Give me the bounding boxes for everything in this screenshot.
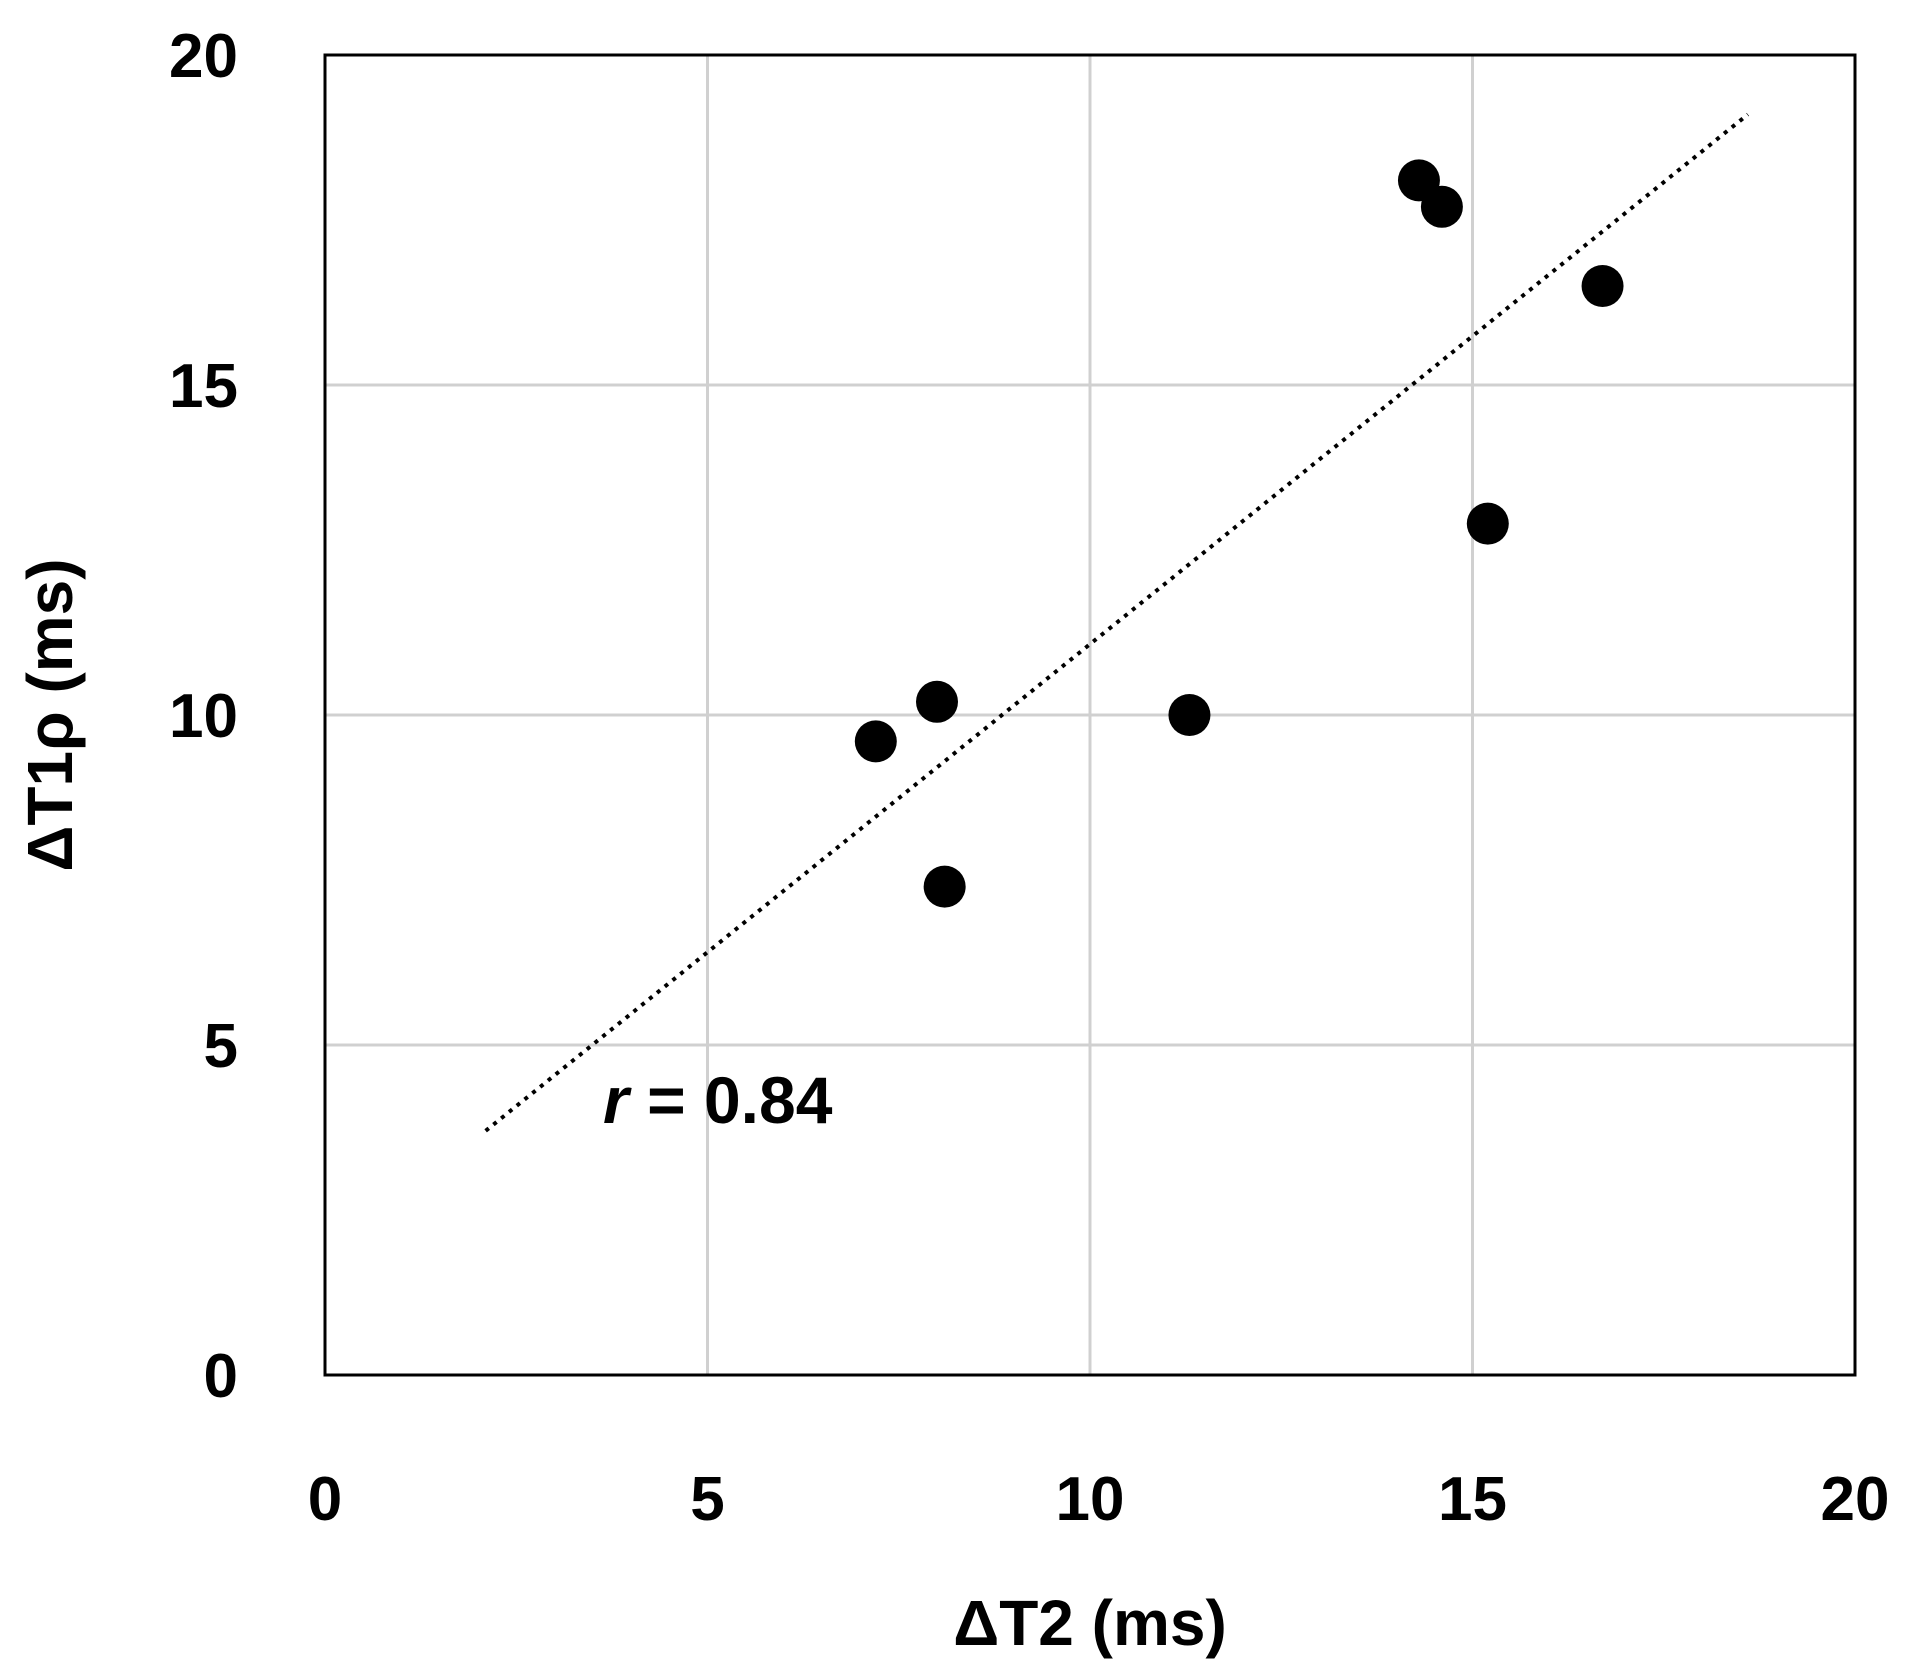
x-tick-label: 20 <box>1821 1465 1890 1534</box>
x-tick-label: 10 <box>1056 1465 1125 1534</box>
y-tick-label: 5 <box>204 1012 238 1081</box>
trendline <box>484 112 1750 1133</box>
y-tick-label: 0 <box>204 1342 238 1411</box>
y-tick-label: 15 <box>169 352 238 421</box>
x-tick-label: 0 <box>308 1465 342 1534</box>
y-tick-label: 10 <box>169 682 238 751</box>
data-points <box>854 159 1624 908</box>
x-tick-label: 15 <box>1438 1465 1507 1534</box>
correlation-annotation: r = 0.84 <box>603 1063 833 1137</box>
y-axis-title: ΔT1ρ (ms) <box>14 558 86 871</box>
data-point <box>1168 694 1211 736</box>
data-point <box>916 680 958 723</box>
data-point <box>854 720 897 763</box>
y-axis-tick-labels: 0 5 10 15 20 <box>169 22 238 1411</box>
y-tick-label: 20 <box>169 22 238 91</box>
data-point <box>1466 502 1509 545</box>
x-axis-title: ΔT2 (ms) <box>953 1587 1227 1659</box>
plot-area <box>323 53 1857 1377</box>
data-point <box>1420 185 1463 228</box>
data-point <box>1581 265 1624 307</box>
x-tick-label: 5 <box>690 1465 724 1534</box>
x-axis-tick-labels: 0 5 10 15 20 <box>308 1465 1890 1534</box>
correlation-variable: r <box>603 1063 632 1137</box>
grid-lines <box>325 55 1855 1375</box>
data-point <box>923 865 966 908</box>
correlation-value: = 0.84 <box>629 1063 833 1137</box>
